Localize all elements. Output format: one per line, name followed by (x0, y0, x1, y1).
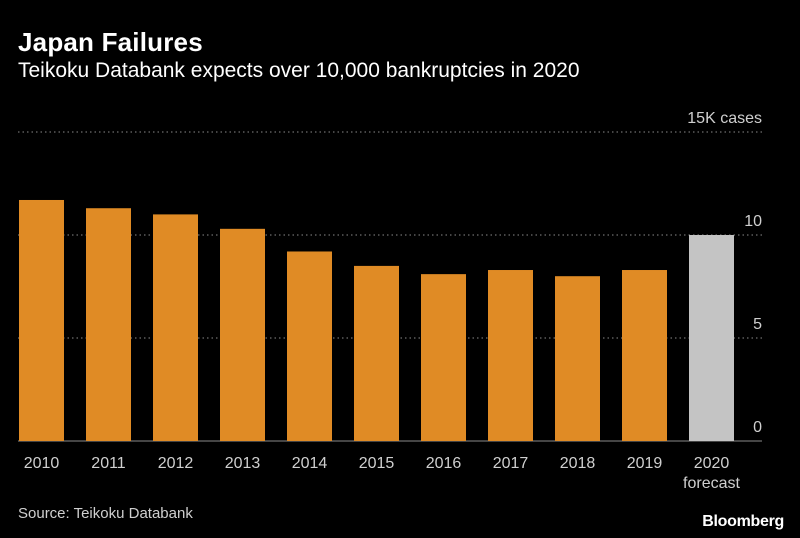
x-tick-label: 2020 (694, 455, 730, 472)
x-tick-label: 2014 (292, 455, 328, 472)
data-bar (153, 214, 198, 441)
x-tick-label: 2019 (627, 455, 663, 472)
chart-subtitle: Teikoku Databank expects over 10,000 ban… (18, 59, 580, 82)
data-bar (555, 276, 600, 441)
data-bar (220, 228, 265, 441)
data-bar (354, 265, 399, 441)
bloomberg-logo: Bloomberg (702, 513, 784, 530)
x-tick-label: 2011 (91, 455, 126, 472)
y-tick-label: 10 (744, 213, 762, 230)
x-tick-label: 2017 (493, 455, 529, 472)
forecast-bar (689, 235, 734, 441)
data-bar (488, 270, 533, 441)
data-bar (421, 274, 466, 441)
x-tick-label: 2013 (225, 455, 261, 472)
data-bar (19, 199, 64, 441)
x-tick-label: 2018 (560, 455, 596, 472)
y-tick-label: 5 (753, 316, 762, 333)
data-bar (622, 270, 667, 441)
x-tick-label: 2010 (24, 455, 60, 472)
data-bar (287, 251, 332, 441)
x-tick-sublabel: forecast (683, 475, 740, 492)
y-tick-label: 15K cases (687, 110, 762, 127)
x-tick-label: 2015 (359, 455, 395, 472)
bar-chart: 0 5 10 15K cases 2010 2011 2012 2013 2014 2015 201… (18, 110, 762, 492)
data-bar (86, 208, 131, 441)
x-tick-label: 2016 (426, 455, 462, 472)
y-tick-label: 0 (753, 419, 762, 436)
source-note: Source: Teikoku Databank (18, 505, 193, 522)
chart-title: Japan Failures (18, 27, 203, 57)
x-tick-label: 2012 (158, 455, 194, 472)
